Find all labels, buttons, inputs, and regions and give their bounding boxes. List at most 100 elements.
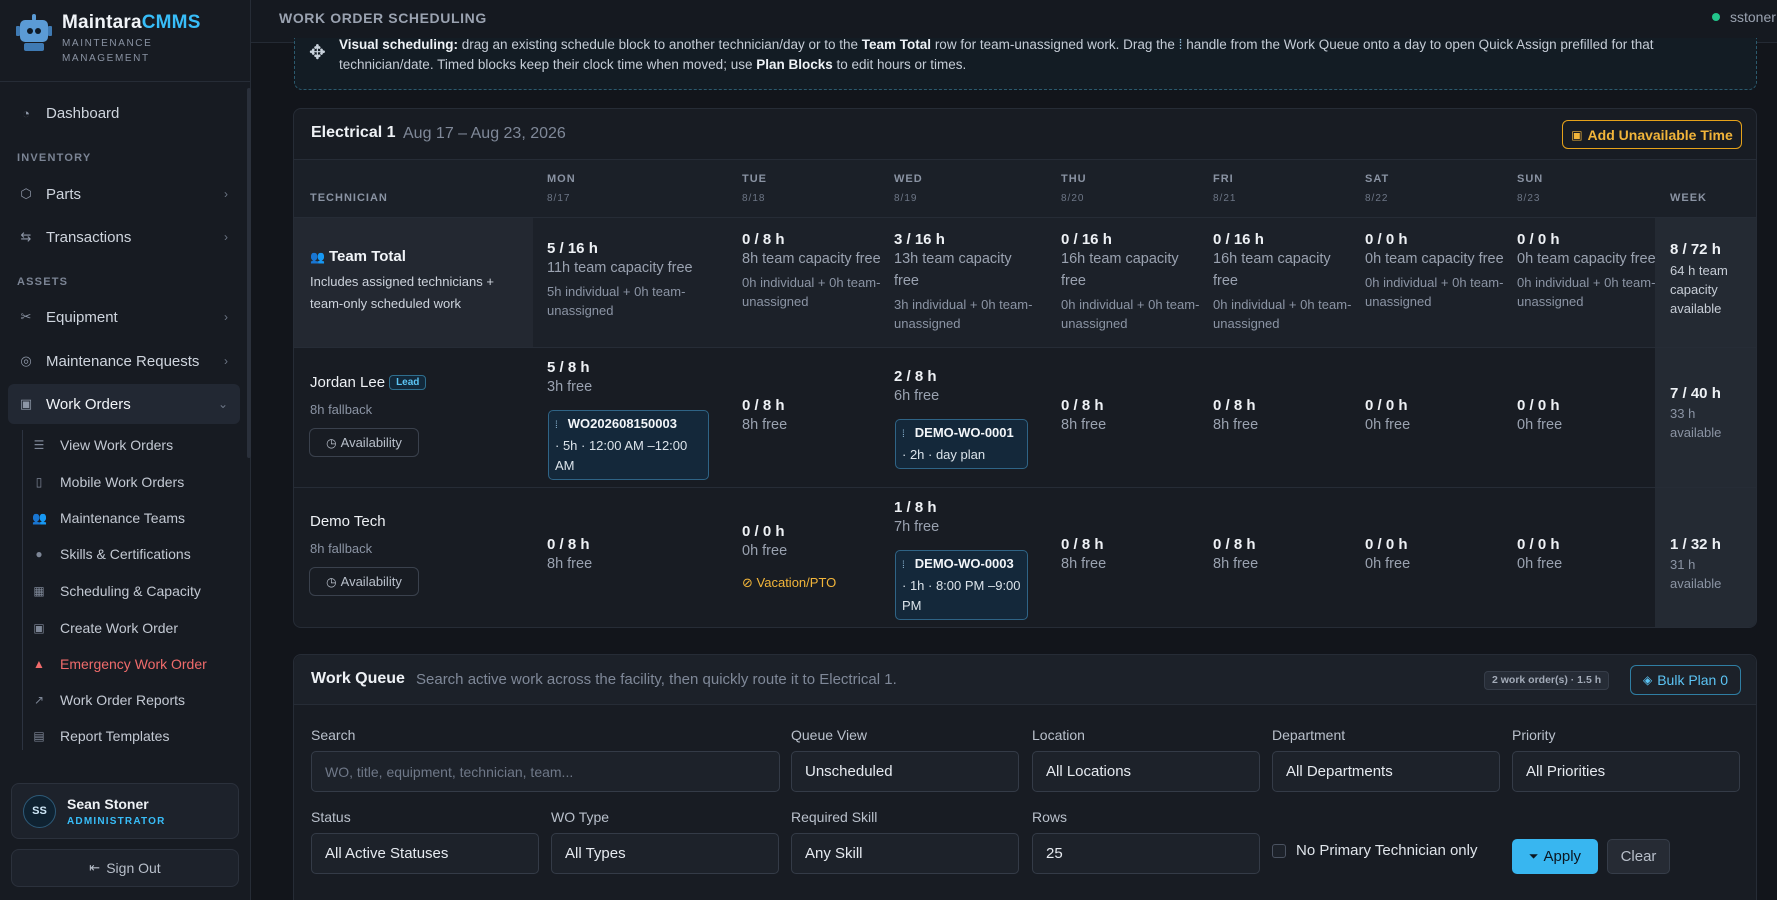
chevron-right-icon: › [224,354,228,368]
nav-transactions[interactable]: ⇆ Transactions › [8,217,240,257]
user-role: ADMINISTRATOR [67,815,166,827]
technician-name[interactable]: Demo Tech [310,513,386,530]
day-cell[interactable]: 1 / 8 h 7h free [894,499,940,535]
subnav-emergency-work-order[interactable]: ▲ Emergency Work Order [33,656,207,672]
nav-equipment[interactable]: ✂ Equipment › [8,297,240,337]
divider [0,81,250,82]
department-label: Department [1272,727,1346,743]
team-day-cell[interactable]: 0 / 0 h 0h team capacity free 0h individ… [1365,231,1504,309]
day-cell[interactable]: 0 / 8 h 8h free [1213,397,1259,433]
search-label: Search [311,727,356,743]
user-card[interactable]: SS Sean Stoner ADMINISTRATOR [11,783,239,839]
sidebar-scrollbar[interactable] [247,88,251,458]
day-cell[interactable]: 0 / 8 h 8h free [742,397,788,433]
wo-type-label: WO Type [551,809,610,825]
add-unavailable-time-button[interactable]: ▣ Add Unavailable Time [1562,120,1742,149]
sign-out-button[interactable]: ⇤ Sign Out [11,849,239,887]
day-cell[interactable]: 0 / 8 h 8h free [547,536,593,572]
work-queue-panel: Work Queue Search active work across the… [293,654,1757,900]
subnav-maintenance-teams[interactable]: 👥 Maintenance Teams [32,510,186,526]
department-select[interactable]: All Departments [1272,751,1500,792]
wo-type-select[interactable]: All Types [551,833,779,874]
team-day-cell[interactable]: 0 / 16 h 16h team capacity free 0h indiv… [1061,231,1200,331]
sidebar: MaintaraCMMS MAINTENANCE MANAGEMENT ◔ Das… [0,0,251,900]
calendar-check-icon: ▦ [33,584,45,598]
drag-handle-icon: ⁞ [902,560,905,571]
nav-parts[interactable]: ⬡ Parts › [8,174,240,214]
subnav-work-order-reports[interactable]: ↗ Work Order Reports [33,692,185,708]
day-cell[interactable]: 0 / 8 h 8h free [1061,397,1107,433]
day-cell[interactable]: 0 / 8 h 8h free [1061,536,1107,572]
team-day-cell[interactable]: 0 / 0 h 0h team capacity free 0h individ… [1517,231,1656,309]
calendar-x-icon: ▣ [1571,127,1583,142]
technician-name[interactable]: Jordan Lee Lead [310,374,427,391]
day-cell[interactable]: 0 / 0 h 0h free [1365,536,1411,572]
search-input[interactable]: WO, title, equipment, technician, team..… [311,751,780,792]
arrows-exchange-icon: ⇆ [20,229,32,244]
day-cell[interactable]: 0 / 0 h 0h free [1517,536,1563,572]
day-cell[interactable]: 0 / 0 h 0h free [742,523,788,559]
team-icon: 👥 [310,250,325,264]
scheduling-hint: ✥ Visual scheduling: drag an existing sc… [294,37,1757,90]
clear-button[interactable]: Clear [1607,839,1670,874]
subnav-view-work-orders[interactable]: ☰ View Work Orders [33,437,174,453]
team-day-cell[interactable]: 5 / 16 h 11h team capacity free 5h indiv… [547,240,693,318]
bulk-plan-button[interactable]: ◈ Bulk Plan 0 [1630,665,1741,695]
clipboard-plus-icon: ▣ [33,621,45,635]
checkbox[interactable] [1272,843,1286,858]
subnav-scheduling-capacity[interactable]: ▦ Scheduling & Capacity [33,583,201,599]
team-name: Electrical 1 [311,124,396,141]
availability-button[interactable]: ◷ Availability [309,567,419,596]
col-technician: TECHNICIAN [310,192,388,204]
nav-work-orders[interactable]: ▣ Work Orders ⌄ [8,384,240,424]
col-tue: TUE 8/18 [742,173,767,204]
schedule-block[interactable]: ⁞ DEMO-WO-0001 · 2h · day plan [895,419,1028,469]
subnav-mobile-work-orders[interactable]: ▯ Mobile Work Orders [32,467,242,497]
rows-label: Rows [1032,809,1068,825]
no-primary-technician-checkbox[interactable]: No Primary Technician only [1272,842,1477,859]
badge-icon: ● [35,547,43,561]
request-icon: ◎ [20,353,32,368]
day-cell[interactable]: 0 / 0 h 0h free [1365,397,1411,433]
team-day-cell[interactable]: 0 / 16 h 16h team capacity free 0h indiv… [1213,231,1352,331]
team-day-cell[interactable]: 0 / 8 h 8h team capacity free 0h individ… [742,231,881,309]
subnav-report-templates[interactable]: ▤ Report Templates [33,728,170,744]
topbar-user[interactable]: sstoner [1730,9,1776,25]
required-skill-select[interactable]: Any Skill [791,833,1019,874]
brand[interactable]: MaintaraCMMS MAINTENANCE MANAGEMENT [16,12,201,66]
status-select[interactable]: All Active Statuses [311,833,539,874]
pto-marker[interactable]: ⊘ Vacation/PTO [742,575,837,590]
lead-badge: Lead [389,375,427,390]
day-cell[interactable]: 2 / 8 h 6h free [894,368,940,404]
tools-icon: ✂ [20,309,32,324]
move-icon: ✥ [309,42,326,64]
work-queue-title: Work Queue [311,670,405,687]
day-cell[interactable]: 0 / 8 h 8h free [1213,536,1259,572]
schedule-block[interactable]: ⁞ WO202608150003 · 5h · 12:00 AM –12:00 AM [548,410,709,480]
day-cell[interactable]: 0 / 0 h 0h free [1517,397,1563,433]
day-cell[interactable]: 5 / 8 h 3h free [547,359,593,395]
section-assets: ASSETS [17,276,69,288]
availability-button[interactable]: ◷ Availability [309,428,419,457]
rows-input[interactable]: 25 [1032,833,1260,874]
team-day-cell[interactable]: 3 / 16 h 13h team capacity free 3h indiv… [894,231,1033,331]
nav-label: Dashboard [46,104,120,122]
brand-subtitle: MAINTENANCE MANAGEMENT [62,38,153,64]
schedule-block[interactable]: ⁞ DEMO-WO-0003 · 1h · 8:00 PM –9:00 PM [895,550,1028,620]
team-total-row[interactable]: 👥 Team Total Includes assigned technician… [294,217,1756,348]
subnav-skills-certifications[interactable]: ● Skills & Certifications [32,539,242,569]
priority-select[interactable]: All Priorities [1512,751,1740,792]
subnav-create-work-order[interactable]: ▣ Create Work Order [33,620,178,636]
hint-line-2: technician/date. Timed blocks keep their… [339,57,967,72]
queue-view-select[interactable]: Unscheduled [791,751,1019,792]
nav-dashboard[interactable]: ◔ Dashboard [8,93,240,133]
nav-maintenance-requests[interactable]: ◎ Maintenance Requests › [8,341,240,381]
queue-view-label: Queue View [791,727,868,743]
col-week: WEEK [1670,192,1707,204]
location-select[interactable]: All Locations [1032,751,1260,792]
apply-button[interactable]: ⏷ Apply [1512,839,1598,874]
section-inventory: INVENTORY [17,152,92,164]
col-fri: FRI 8/21 [1213,173,1237,204]
brand-name: MaintaraCMMS [62,12,201,33]
location-label: Location [1032,727,1085,743]
